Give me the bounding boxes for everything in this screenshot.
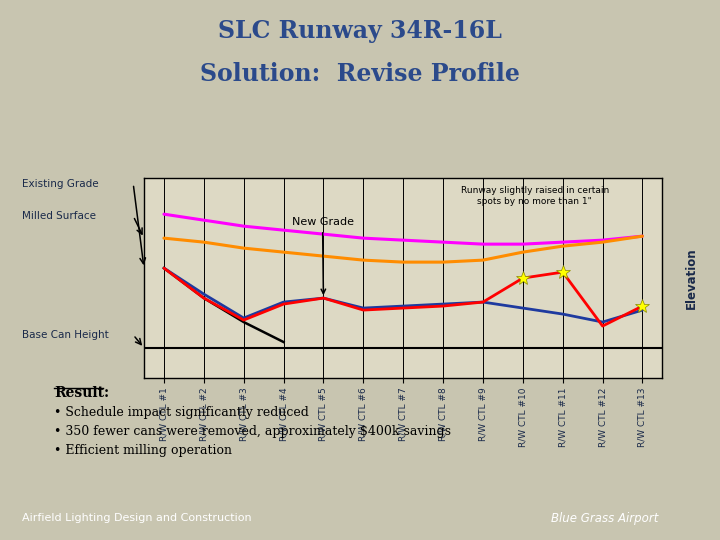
Text: Airfield Lighting Design and Construction: Airfield Lighting Design and Constructio… [22, 513, 251, 523]
Text: • Efficient milling operation: • Efficient milling operation [54, 444, 232, 457]
Text: SLC Runway 34R-16L: SLC Runway 34R-16L [218, 19, 502, 43]
Text: Result:: Result: [54, 386, 109, 400]
Text: New Grade: New Grade [292, 217, 354, 294]
Text: Elevation: Elevation [685, 247, 698, 309]
Text: Base Can Height: Base Can Height [22, 330, 108, 340]
Text: Existing Grade: Existing Grade [22, 179, 98, 188]
Text: • Schedule impact significantly reduced: • Schedule impact significantly reduced [54, 406, 309, 419]
Text: Solution:  Revise Profile: Solution: Revise Profile [200, 62, 520, 86]
Text: Milled Surface: Milled Surface [22, 211, 96, 221]
Text: Blue Grass Airport: Blue Grass Airport [551, 511, 659, 525]
Text: • 350 fewer cans were removed, approximately $400k savings: • 350 fewer cans were removed, approxima… [54, 425, 451, 438]
Text: Runway slightly raised in certain
spots by no more than 1": Runway slightly raised in certain spots … [461, 186, 609, 206]
